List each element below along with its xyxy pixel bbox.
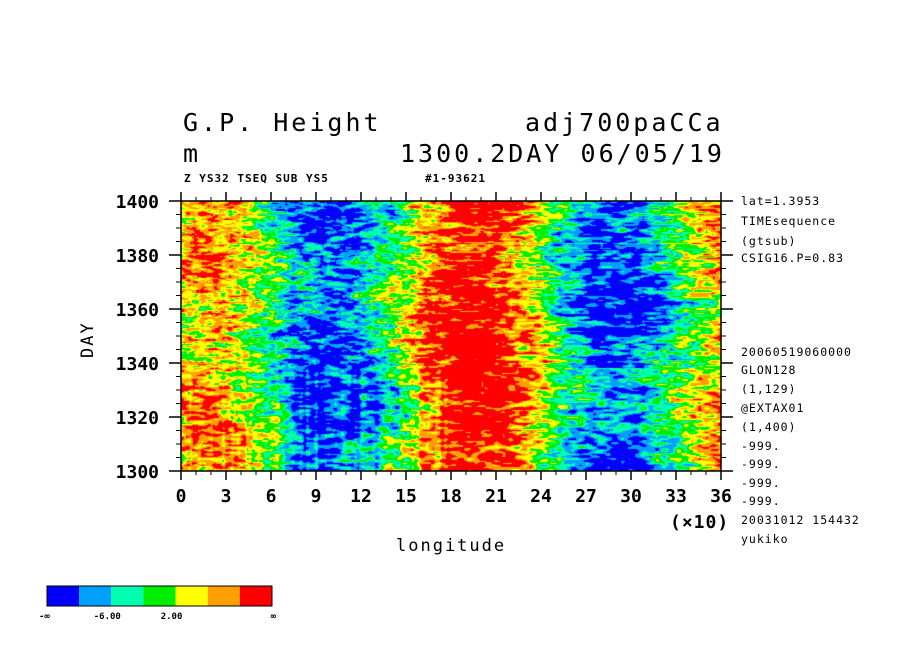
info-gtsub: (gtsub) (741, 234, 797, 248)
x-tick-label-27: 27 (575, 486, 597, 507)
info-csig: CSIG16.P=0.83 (741, 251, 845, 265)
colorbar-swatch-1 (79, 586, 112, 606)
sub-label-left: Z YS32 TSEQ SUB YS5 (184, 172, 329, 185)
info-yrange: (1,400) (741, 420, 797, 434)
info-datetime: 20060519060000 (741, 345, 852, 359)
colorbar-swatch-4 (175, 586, 208, 606)
info-extax: @EXTAX01 (741, 401, 805, 415)
x-tick-label-33: 33 (665, 486, 687, 507)
x-tick-label-30: 30 (620, 486, 642, 507)
colorbar-label-1: -6.00 (94, 612, 121, 622)
x-tick-label-24: 24 (530, 486, 552, 507)
info-missing-4: -999. (741, 494, 781, 508)
x-tick-label-12: 12 (350, 486, 372, 507)
chart-title: G.P. Height (183, 108, 382, 137)
y-axis-label: DAY (78, 321, 98, 358)
colorbar-swatch-3 (143, 586, 176, 606)
time-label: 1300.2DAY 06/05/19 (400, 139, 725, 168)
variable-name: adj700paCCa (525, 108, 724, 137)
info-created: 20031012 154432 (741, 513, 860, 527)
x-tick-label-0: 0 (176, 486, 187, 507)
x-tick-label-15: 15 (395, 486, 417, 507)
heatmap-field (181, 201, 721, 471)
info-user: yukiko (741, 532, 789, 546)
info-lat: lat=1.3953 (741, 194, 821, 208)
colorbar-swatch-5 (207, 586, 240, 606)
x-tick-label-18: 18 (440, 486, 462, 507)
sub-label-right: #1-93621 (425, 172, 486, 185)
info-timesequence: TIMEsequence (741, 214, 837, 228)
colorbar-swatch-0 (47, 586, 80, 606)
x-axis-label: longitude (396, 536, 507, 556)
colorbar-swatch-2 (111, 586, 144, 606)
info-missing-1: -999. (741, 439, 781, 453)
y-tick-label-1340: 1340 (116, 354, 159, 375)
y-tick-label-1360: 1360 (116, 300, 159, 321)
unit-label: m (183, 139, 202, 168)
y-tick-label-1320: 1320 (116, 408, 159, 429)
info-missing-3: -999. (741, 476, 781, 490)
info-glon: GLON128 (741, 363, 797, 377)
colorbar-label-2: 2.00 (161, 612, 183, 622)
x-tick-label-36: 36 (710, 486, 732, 507)
info-missing-2: -999. (741, 457, 781, 471)
y-tick-label-1400: 1400 (116, 192, 159, 213)
x-tick-label-3: 3 (221, 486, 232, 507)
x-tick-label-6: 6 (266, 486, 277, 507)
x-tick-label-21: 21 (485, 486, 507, 507)
colorbar-swatch-6 (239, 586, 272, 606)
colorbar-label-0: -∞ (39, 612, 50, 622)
colorbar-frame (46, 585, 273, 607)
colorbar-label-3: ∞ (271, 612, 277, 622)
info-xrange: (1,129) (741, 382, 797, 396)
x-axis-multiplier: (×10) (670, 512, 730, 533)
y-tick-label-1380: 1380 (116, 246, 159, 267)
x-tick-label-9: 9 (311, 486, 322, 507)
y-tick-label-1300: 1300 (116, 462, 159, 483)
